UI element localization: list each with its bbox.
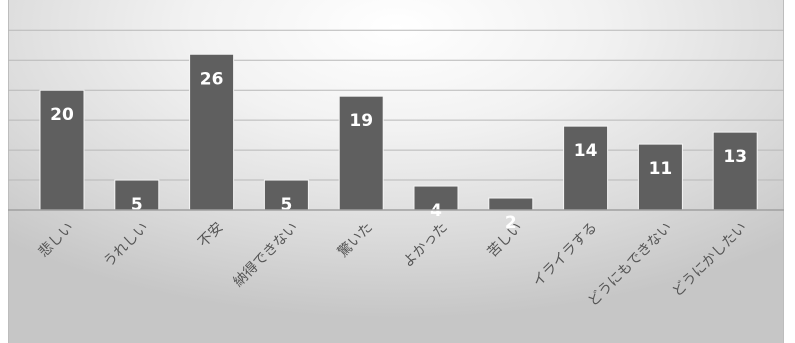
- category-label: 不安: [195, 220, 226, 251]
- data-label: 20: [50, 105, 74, 125]
- data-label: 11: [649, 159, 673, 179]
- data-label: 2: [505, 213, 517, 233]
- bar: [338, 95, 384, 211]
- category-label: うれしい: [101, 220, 152, 271]
- data-label: 5: [280, 195, 292, 215]
- bar: [263, 179, 309, 211]
- category-label: 悲しい: [35, 219, 77, 261]
- data-label: 4: [430, 201, 442, 221]
- data-label: 13: [723, 147, 747, 167]
- category-label: どうにもできない: [585, 220, 675, 310]
- data-label: 26: [200, 69, 224, 89]
- bar: [712, 131, 758, 211]
- category-label: 納得できない: [230, 219, 301, 290]
- data-label: 5: [131, 195, 143, 215]
- bar: [637, 143, 683, 211]
- category-label: どうにかしたい: [669, 220, 750, 301]
- data-label: 14: [574, 141, 598, 161]
- category-label: イライラする: [530, 220, 601, 291]
- bar: [563, 125, 609, 211]
- category-label: 驚いた: [334, 219, 376, 261]
- bar: [488, 197, 534, 211]
- category-label: よかった: [400, 220, 451, 271]
- bar: [189, 53, 235, 211]
- data-label: 19: [349, 111, 373, 131]
